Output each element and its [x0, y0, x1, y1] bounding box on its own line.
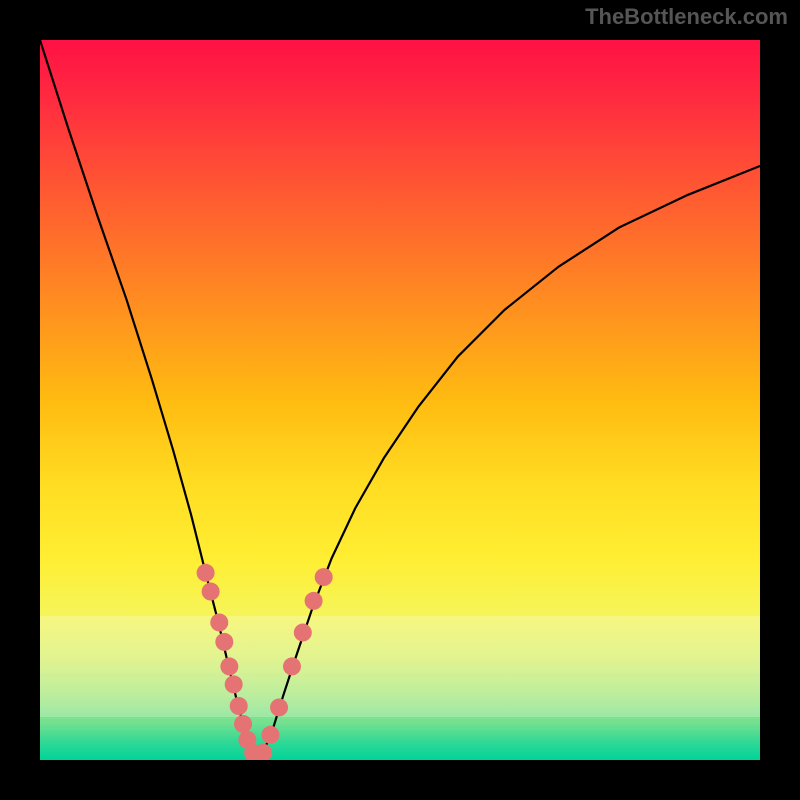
watermark-text: TheBottleneck.com: [585, 4, 788, 30]
plot-area: [40, 40, 760, 760]
gradient-background: [40, 40, 760, 760]
chart-root: TheBottleneck.com: [0, 0, 800, 800]
